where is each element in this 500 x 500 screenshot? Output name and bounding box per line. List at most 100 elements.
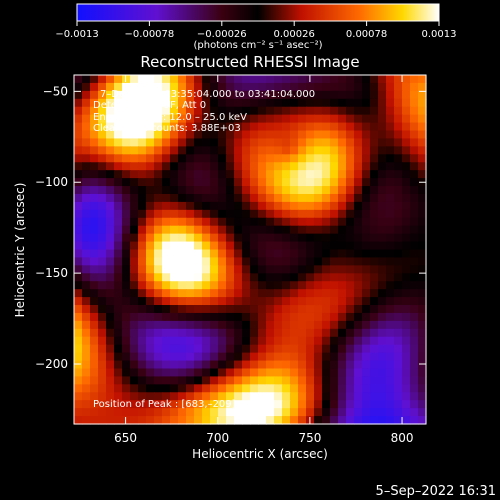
heatmap-cell	[210, 193, 219, 203]
heatmap-cell	[274, 138, 283, 147]
heatmap-cell	[250, 281, 259, 290]
heatmap-cell	[122, 90, 131, 100]
heatmap-cell	[378, 297, 387, 306]
heatmap-cell	[330, 225, 339, 235]
x-tick-label: 750	[298, 431, 321, 445]
x-axis-label: Heliocentric X (arcsec)	[192, 447, 328, 461]
heatmap-cell	[354, 384, 363, 393]
heatmap-cell	[282, 209, 291, 219]
heatmap-cell	[370, 336, 379, 346]
heatmap-cell	[266, 416, 275, 425]
heatmap-cell	[338, 162, 347, 171]
heatmap-cell	[282, 162, 291, 171]
heatmap-cell	[274, 305, 283, 314]
heatmap-cell	[130, 320, 139, 330]
heatmap-cell	[218, 98, 227, 108]
heatmap-cell	[322, 344, 331, 354]
heatmap-cell	[74, 162, 83, 171]
heatmap-cell	[170, 233, 179, 243]
heatmap-cell	[210, 328, 219, 338]
heatmap-cell	[410, 225, 419, 235]
heatmap-cell	[146, 289, 155, 298]
heatmap-cell	[218, 328, 227, 338]
heatmap-cell	[162, 130, 171, 140]
heatmap-cell	[98, 384, 107, 393]
heatmap-cell	[130, 82, 139, 92]
heatmap-cell	[282, 154, 291, 163]
heatmap-cell	[314, 384, 323, 393]
heatmap-cell	[386, 106, 395, 116]
heatmap-cell	[282, 122, 291, 132]
heatmap-cell	[322, 416, 331, 425]
heatmap-cell	[314, 297, 323, 306]
heatmap-cell	[202, 178, 211, 187]
heatmap-cell	[114, 265, 123, 274]
heatmap-cell	[330, 360, 339, 370]
heatmap-cell	[314, 233, 323, 243]
heatmap-cell	[362, 82, 371, 92]
heatmap-cell	[282, 201, 291, 211]
heatmap-cell	[402, 376, 411, 385]
heatmap-cell	[74, 217, 83, 227]
heatmap-cell	[322, 122, 331, 132]
heatmap-cell	[274, 416, 283, 425]
heatmap-cell	[250, 114, 259, 124]
heatmap-cell	[290, 146, 299, 155]
heatmap-cell	[330, 376, 339, 385]
heatmap-cell	[362, 225, 371, 235]
heatmap-cell	[122, 336, 131, 346]
heatmap-cell	[162, 336, 171, 346]
heatmap-cell	[354, 225, 363, 235]
heatmap-cell	[98, 154, 107, 163]
heatmap-cell	[146, 400, 155, 409]
heatmap-cell	[314, 281, 323, 290]
heatmap-cell	[282, 146, 291, 155]
heatmap-cell	[154, 75, 163, 84]
heatmap-cell	[266, 320, 275, 330]
heatmap-cell	[306, 384, 315, 393]
heatmap-cell	[274, 352, 283, 362]
heatmap-cell	[122, 241, 131, 251]
heatmap-cell	[82, 328, 91, 338]
heatmap-cell	[114, 400, 123, 409]
heatmap-cell	[298, 233, 307, 243]
heatmap-cell	[250, 193, 259, 203]
heatmap-cell	[138, 75, 147, 84]
heatmap-cell	[130, 138, 139, 147]
heatmap-cell	[370, 209, 379, 219]
heatmap-cell	[290, 297, 299, 306]
heatmap-cell	[306, 217, 315, 227]
heatmap-cell	[170, 249, 179, 259]
heatmap-cell	[218, 289, 227, 298]
heatmap-cell	[218, 162, 227, 171]
heatmap-cell	[322, 352, 331, 362]
heatmap-cell	[330, 209, 339, 219]
heatmap-cell	[234, 201, 243, 211]
heatmap-cell	[338, 336, 347, 346]
heatmap-cell	[394, 320, 403, 330]
heatmap-cell	[138, 241, 147, 251]
heatmap-cell	[378, 98, 387, 108]
heatmap-cell	[298, 241, 307, 251]
heatmap-cell	[362, 352, 371, 362]
heatmap-cell	[162, 400, 171, 409]
heatmap-cell	[138, 312, 147, 322]
heatmap-cell	[346, 392, 355, 401]
heatmap-cell	[162, 146, 171, 155]
heatmap-cell	[282, 320, 291, 330]
heatmap-cell	[258, 146, 267, 155]
heatmap-cell	[98, 225, 107, 235]
heatmap-cell	[266, 368, 275, 378]
heatmap-cell	[98, 241, 107, 251]
heatmap-cell	[170, 400, 179, 409]
footer-date: 5–Sep–2022 16:31	[376, 484, 496, 499]
heatmap-cell	[306, 106, 315, 116]
heatmap-cell	[410, 336, 419, 346]
heatmap-cell	[178, 170, 187, 179]
heatmap-cell	[130, 162, 139, 171]
heatmap-cell	[386, 241, 395, 251]
heatmap-cell	[202, 384, 211, 393]
heatmap-cell	[282, 82, 291, 92]
heatmap-cell	[330, 193, 339, 203]
heatmap-cell	[266, 360, 275, 370]
